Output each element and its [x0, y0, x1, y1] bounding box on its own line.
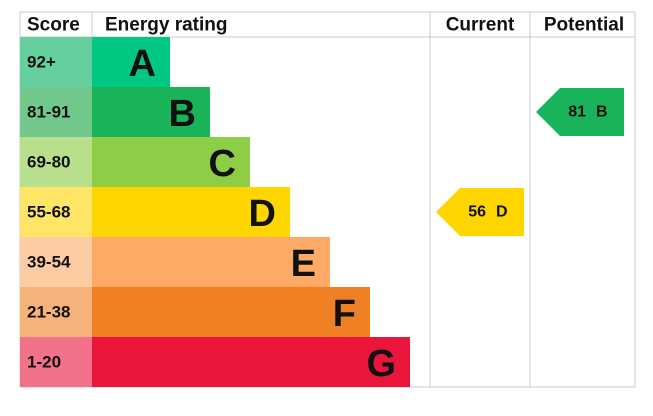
- rating-bar: [92, 237, 330, 287]
- rating-bar: [92, 137, 250, 187]
- potential-rating: B: [596, 104, 608, 121]
- rating-letter: G: [366, 343, 396, 385]
- potential-score: 81: [568, 104, 586, 121]
- score-range: 92+: [27, 53, 56, 72]
- header-current: Current: [446, 15, 515, 36]
- rating-letter: B: [169, 93, 196, 135]
- rating-letter: D: [249, 193, 276, 235]
- score-range: 1-20: [27, 353, 61, 372]
- rating-letter: A: [129, 43, 156, 85]
- rating-bar: [92, 337, 410, 387]
- rating-bar: [92, 37, 170, 87]
- header-score: Score: [27, 15, 80, 36]
- current-arrow: [436, 188, 524, 236]
- score-cell: [20, 187, 92, 237]
- score-range: 21-38: [27, 303, 70, 322]
- header-energy-rating: Energy rating: [105, 15, 227, 36]
- score-cell: [20, 237, 92, 287]
- rating-bar: [92, 87, 210, 137]
- potential-arrow: [536, 88, 624, 136]
- rating-letter: E: [291, 243, 316, 285]
- score-range: 81-91: [27, 103, 70, 122]
- score-cell: [20, 37, 92, 87]
- rating-letter: C: [209, 143, 236, 185]
- header-potential: Potential: [544, 15, 624, 36]
- score-cell: [20, 287, 92, 337]
- score-range: 69-80: [27, 153, 70, 172]
- rating-bar: [92, 287, 370, 337]
- score-range: 55-68: [27, 203, 70, 222]
- rating-bar: [92, 187, 290, 237]
- current-score: 56: [468, 204, 486, 221]
- rating-letter: F: [333, 293, 356, 335]
- current-rating: D: [496, 204, 508, 221]
- score-range: 39-54: [27, 253, 71, 272]
- score-cell: [20, 337, 92, 387]
- score-cell: [20, 137, 92, 187]
- score-cell: [20, 87, 92, 137]
